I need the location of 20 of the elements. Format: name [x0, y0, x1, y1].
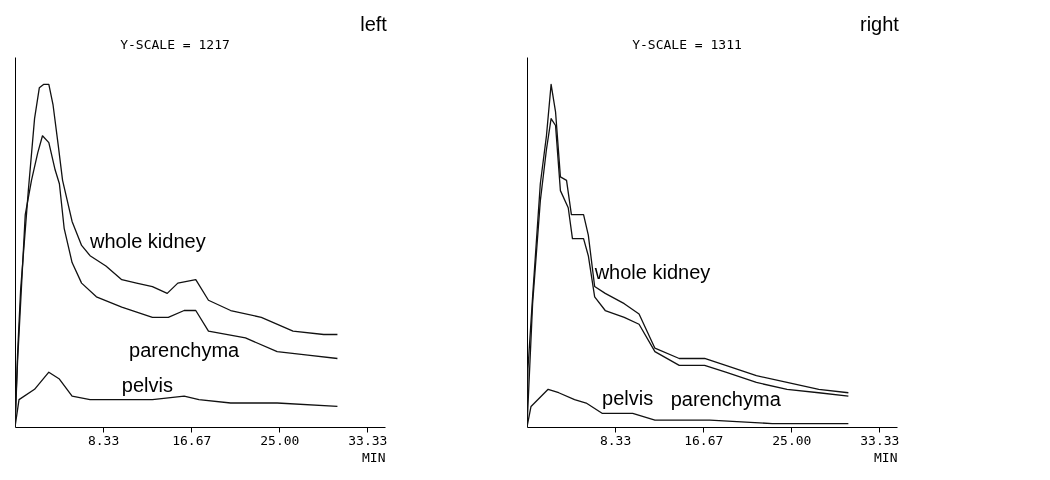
series-label: parenchyma	[670, 388, 782, 411]
chart-title: right	[860, 13, 900, 35]
x-tick-label: 8.33	[599, 432, 632, 448]
series-label: pelvis	[602, 387, 654, 410]
x-tick-label: 33.33	[860, 432, 900, 448]
series-label: whole kidney	[593, 260, 711, 283]
x-tick-label: 16.67	[172, 432, 212, 448]
text: Y-SCALE = 1311	[632, 37, 742, 52]
x-tick-label: 16.67	[684, 432, 724, 448]
x-axis-title: MIN	[874, 449, 898, 465]
x-axis-title: MIN	[362, 449, 386, 465]
series-label: whole kidney	[89, 229, 206, 252]
chart-title: left	[360, 13, 388, 35]
text: Y-SCALE = 1217	[120, 37, 230, 52]
x-tick-label: 8.33	[87, 432, 120, 448]
series-label: parenchyma	[129, 338, 241, 361]
x-tick-label: 33.33	[348, 432, 388, 448]
x-tick-label: 25.00	[772, 432, 812, 448]
x-tick-label: 25.00	[260, 432, 300, 448]
series-label: pelvis	[121, 373, 173, 396]
